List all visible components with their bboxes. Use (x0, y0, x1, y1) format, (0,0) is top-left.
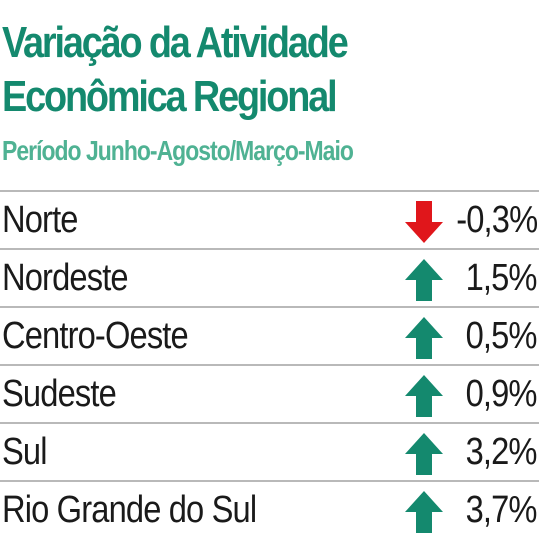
arrow-up-icon (405, 491, 443, 533)
region-label: Norte (2, 199, 78, 241)
chart-subtitle: Período Junho-Agosto/Março-Maio (2, 135, 354, 166)
region-label: Nordeste (2, 257, 129, 299)
table-row: Sudeste 0,9% (0, 364, 539, 422)
value-label: 3,7% (465, 489, 538, 531)
table-row: Sul 3,2% (0, 422, 539, 480)
region-label: Centro-Oeste (2, 315, 189, 357)
region-label: Rio Grande do Sul (2, 489, 257, 531)
title-line-2: Econômica Regional (2, 72, 338, 121)
table-row: Nordeste 1,5% (0, 248, 539, 306)
region-table: Norte -0,3% Nordeste 1,5% Centro-Oeste 0,5% Su… (0, 190, 539, 538)
table-row: Norte -0,3% (0, 190, 539, 248)
value-label: 0,5% (465, 315, 538, 357)
chart-title: Variação da Atividade Econômica Regional (2, 16, 349, 124)
arrow-down-icon (405, 201, 443, 243)
value-label: -0,3% (455, 199, 538, 241)
table-row: Rio Grande do Sul 3,7% (0, 480, 539, 538)
region-label: Sudeste (2, 373, 117, 415)
arrow-up-icon (405, 375, 443, 417)
value-label: 1,5% (465, 257, 538, 299)
arrow-up-icon (405, 259, 443, 301)
arrow-up-icon (405, 317, 443, 359)
arrow-up-icon (405, 433, 443, 475)
region-label: Sul (2, 431, 48, 473)
value-label: 0,9% (465, 373, 538, 415)
value-label: 3,2% (465, 431, 538, 473)
title-line-1: Variação da Atividade (2, 18, 349, 67)
table-row: Centro-Oeste 0,5% (0, 306, 539, 364)
